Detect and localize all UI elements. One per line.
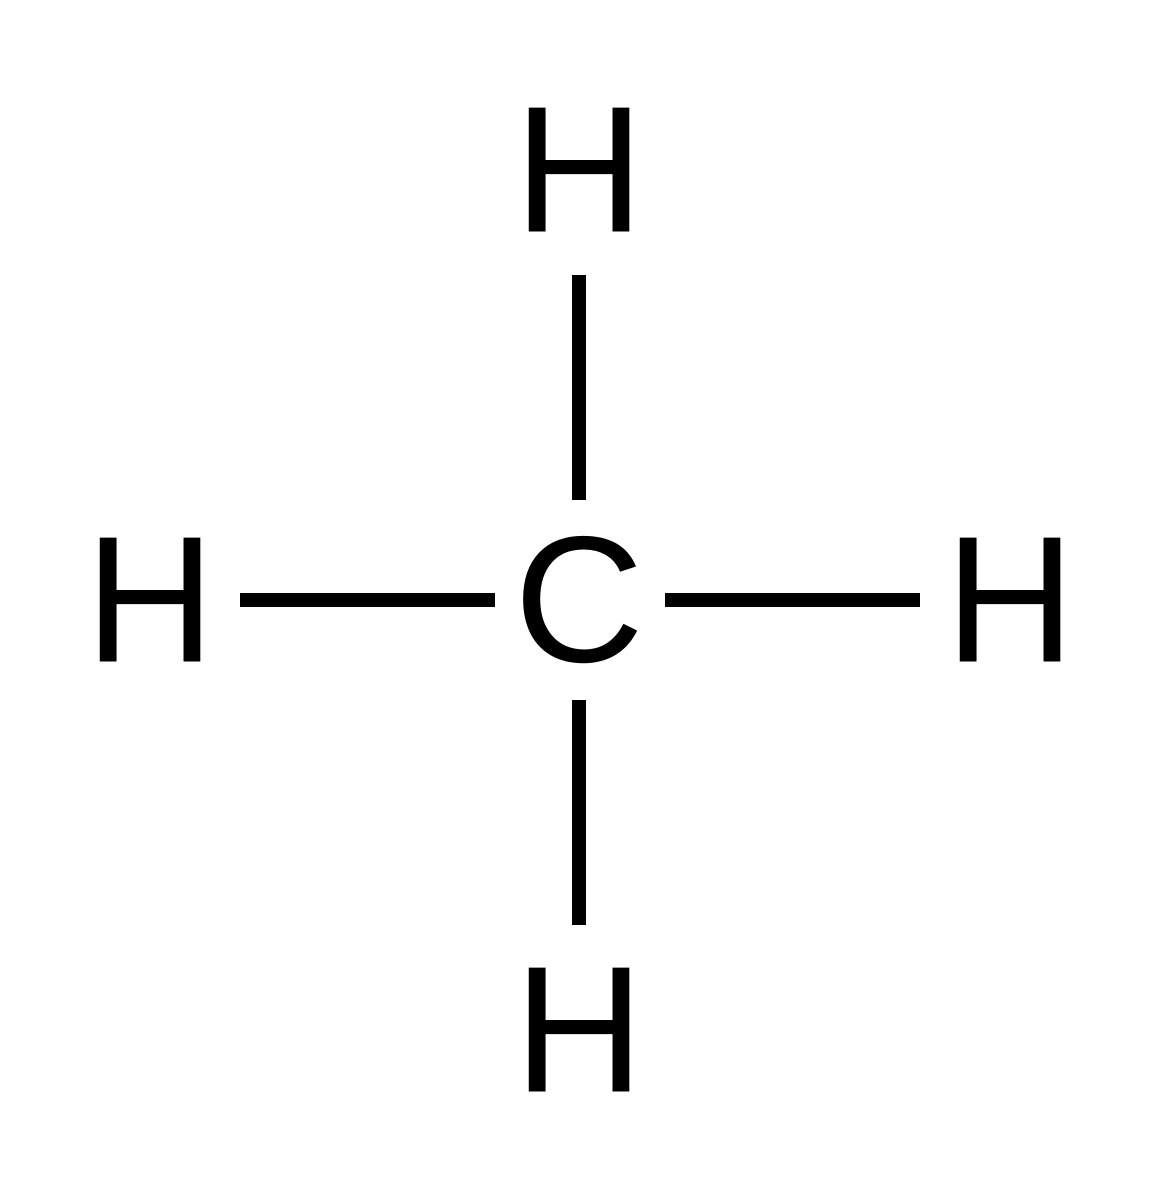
- atoms-group: C H H H H: [85, 70, 1075, 1131]
- atom-top-label: H: [514, 70, 644, 271]
- molecule-diagram: C H H H H: [0, 0, 1158, 1200]
- atom-right-label: H: [945, 500, 1075, 701]
- atom-left-label: H: [85, 500, 215, 701]
- atom-bottom-label: H: [514, 930, 644, 1131]
- atom-center-label: C: [514, 500, 644, 701]
